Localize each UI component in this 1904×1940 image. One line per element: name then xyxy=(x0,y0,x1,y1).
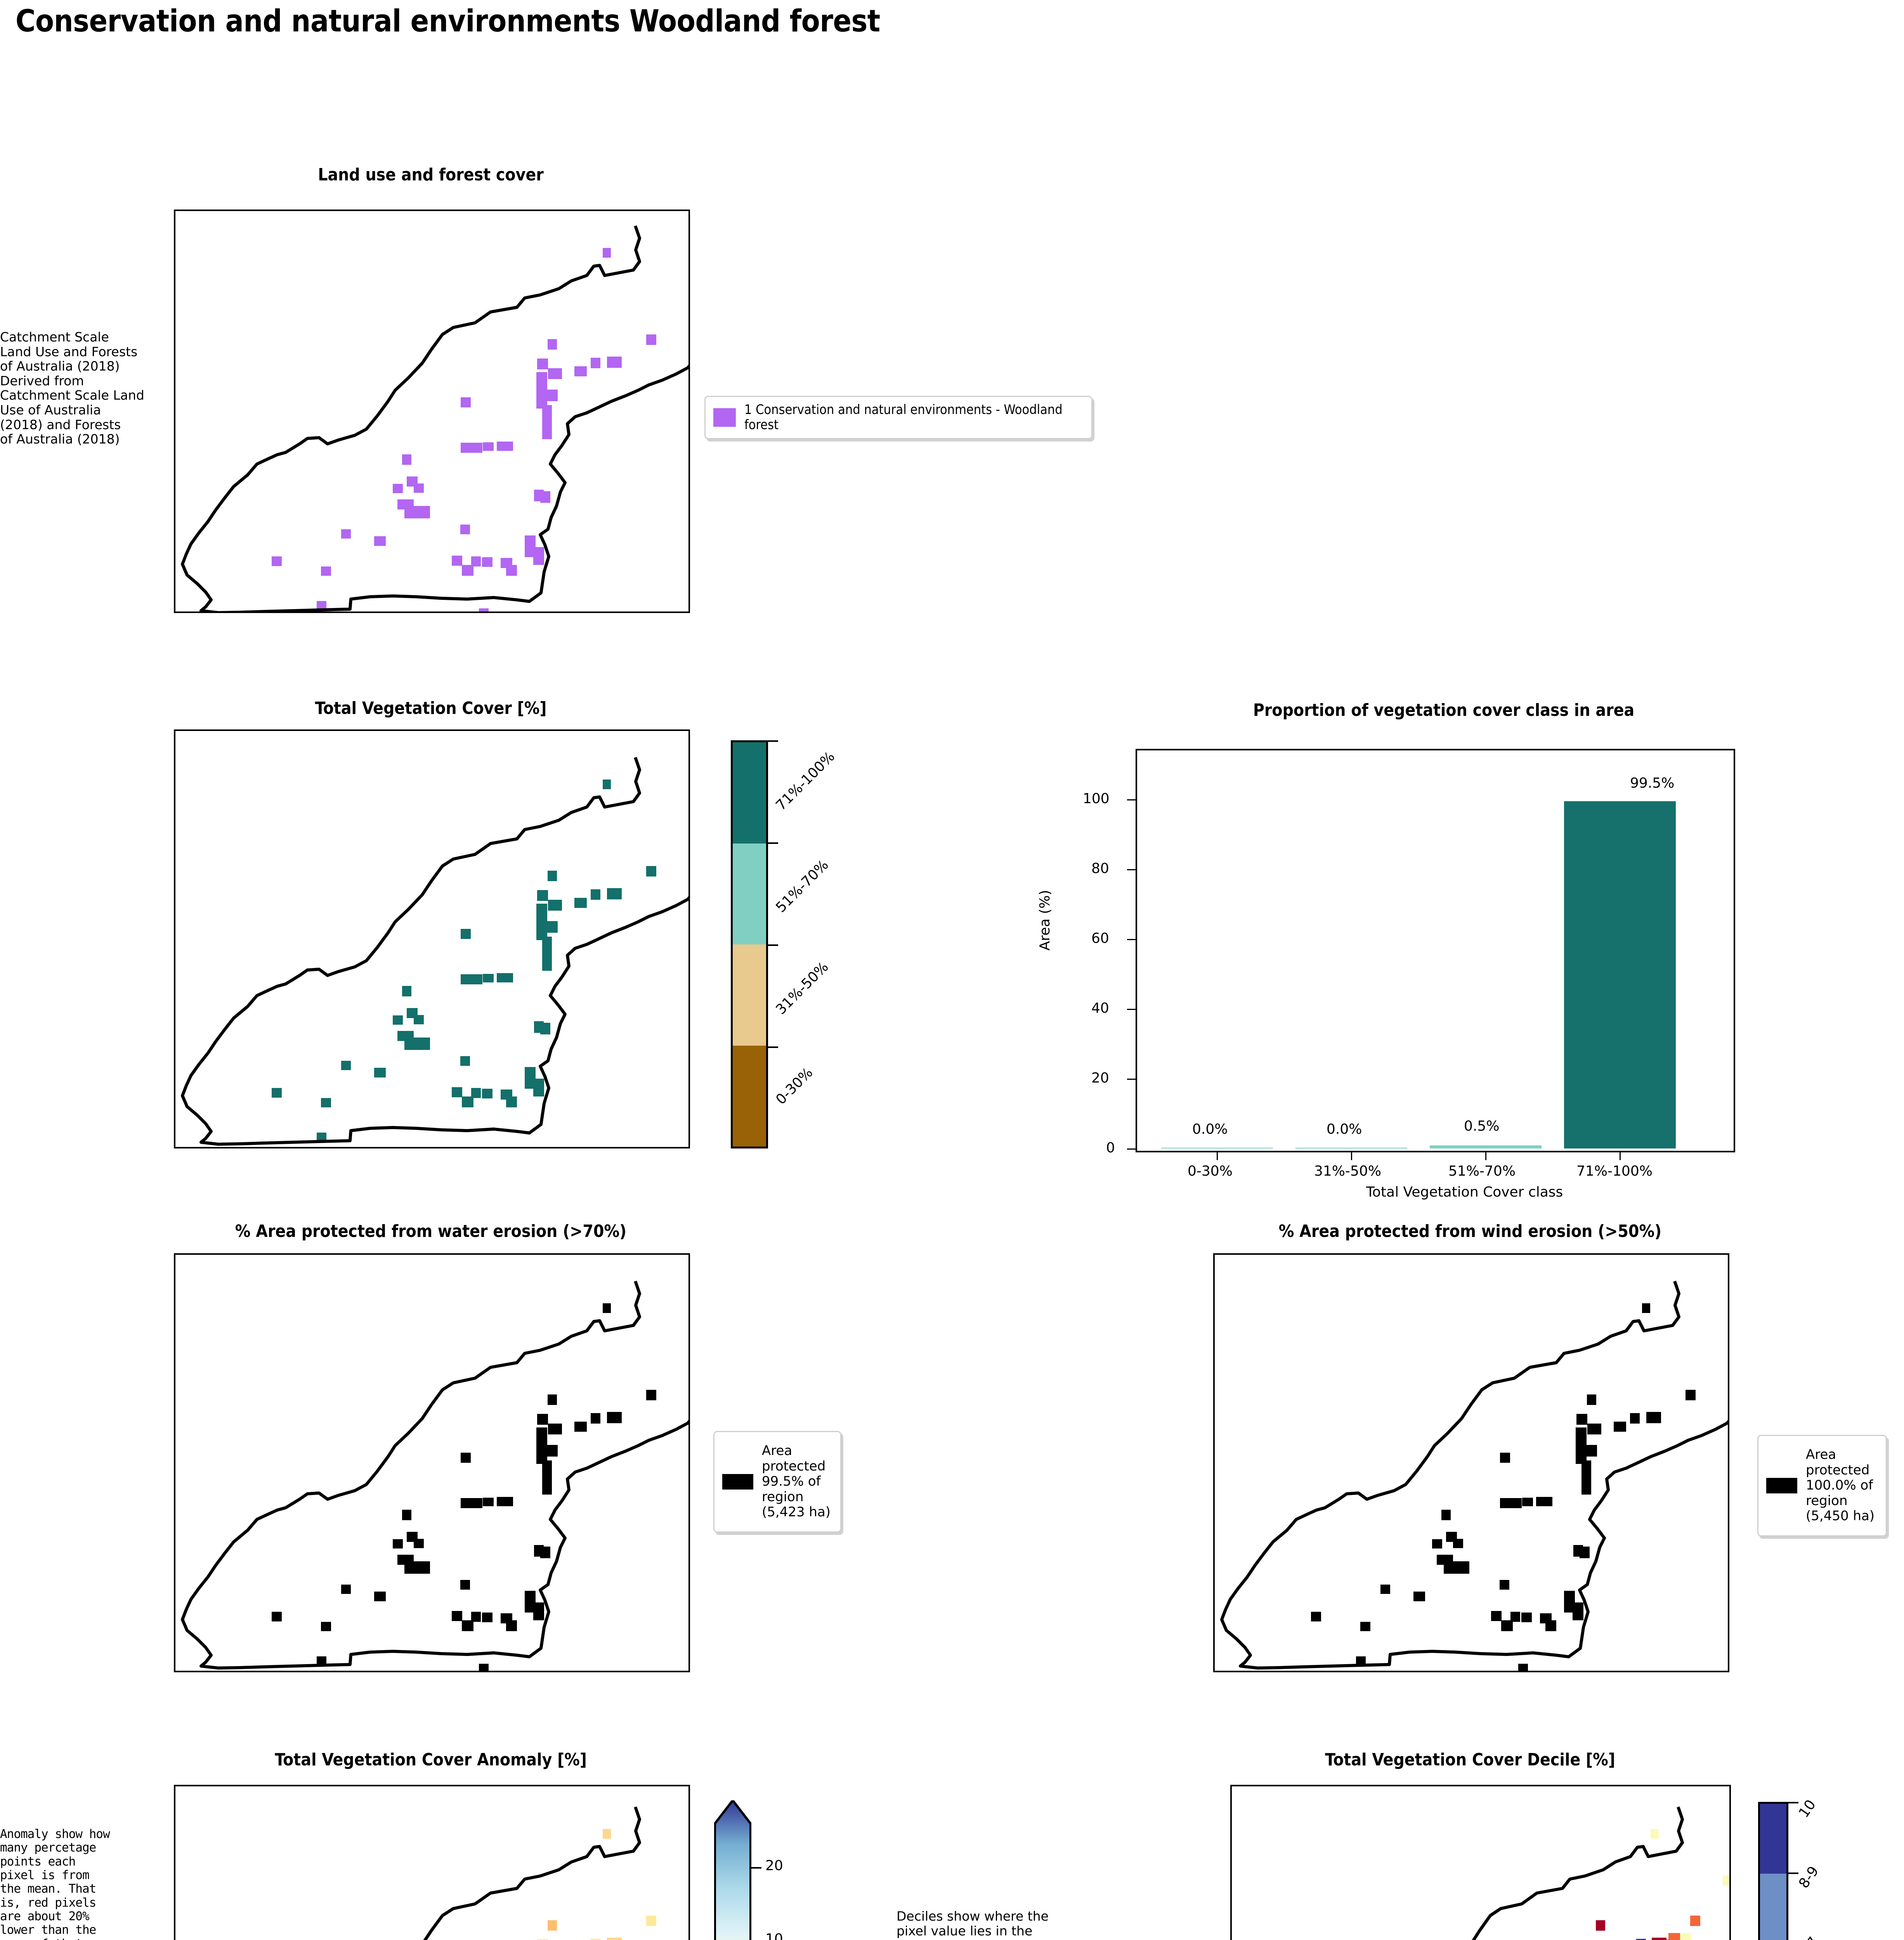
page-title: Conservation and natural environments Wo… xyxy=(16,4,880,39)
land-use-legend: 1 Conservation and natural environments … xyxy=(704,396,1092,439)
veg-cover-colorbar xyxy=(731,740,768,1148)
bar-y-label-40: 40 xyxy=(1091,1000,1109,1016)
veg-cb-label-3: 0-30% xyxy=(773,1065,816,1108)
bar-y-tick-60 xyxy=(1127,939,1136,940)
decile-cb-label-89: 8-9 xyxy=(1796,1863,1822,1892)
veg-cb-label-0: 71%-100% xyxy=(773,748,838,814)
veg-cover-map xyxy=(174,729,690,1148)
land-use-pixels xyxy=(272,248,656,611)
catchment-boundary xyxy=(181,1280,688,1670)
anomaly-map xyxy=(174,1785,690,1940)
bar-value-label-0: 0.0% xyxy=(1192,1121,1228,1137)
bar-y-tick-80 xyxy=(1127,869,1136,870)
decile-pixels xyxy=(1596,1829,1729,1940)
decile-cb-label-47: 4-7 xyxy=(1796,1934,1822,1940)
wind-erosion-map-svg xyxy=(1220,1280,1728,1671)
bar-x-label-0: 0-30% xyxy=(1188,1163,1233,1179)
bar-x-label-2: 51%-70% xyxy=(1448,1163,1516,1179)
wind-erosion-panel-title: % Area protected from wind erosion (>50%… xyxy=(1278,1221,1662,1241)
decile-cb-seg-10 xyxy=(1760,1804,1786,1874)
wind-erosion-map xyxy=(1213,1253,1729,1672)
bar-x-tick-1 xyxy=(1351,1151,1352,1160)
decile-cb-tick-0 xyxy=(1788,1802,1798,1803)
anomaly-cb-label-10: 10 xyxy=(765,1931,783,1940)
decile-map xyxy=(1230,1785,1731,1940)
water-erosion-legend: Area protected 99.5% of region (5,423 ha… xyxy=(713,1431,841,1533)
water-erosion-map xyxy=(174,1253,690,1672)
decile-cb-seg-89 xyxy=(1760,1874,1786,1940)
bar-x-tick-2 xyxy=(1485,1151,1486,1160)
bar-y-label-20: 20 xyxy=(1091,1070,1109,1086)
veg-cb-tick-1 xyxy=(768,842,778,844)
bar-y-label-60: 60 xyxy=(1091,930,1109,946)
water-erosion-panel-title: % Area protected from water erosion (>70… xyxy=(235,1221,627,1241)
land-use-legend-swatch xyxy=(713,408,736,427)
decile-note: Deciles show where the pixel value lies … xyxy=(897,1909,1049,1940)
land-use-map-svg xyxy=(181,225,688,611)
bar-y-axis-title: Area (%) xyxy=(1037,890,1053,951)
veg-cb-tick-3 xyxy=(768,1046,778,1048)
bar-y-tick-40 xyxy=(1127,1009,1136,1010)
land-use-source-note: Catchment Scale Land Use and Forests of … xyxy=(0,329,144,447)
veg-cb-tick-2 xyxy=(768,944,778,946)
water-erosion-legend-swatch xyxy=(722,1474,753,1490)
wind-erosion-legend-label: Area protected 100.0% of region (5,450 h… xyxy=(1806,1447,1875,1524)
bar-value-label-1: 0.0% xyxy=(1327,1121,1362,1137)
catchment-boundary xyxy=(181,757,688,1146)
bar-y-label-80: 80 xyxy=(1091,861,1109,876)
wind-erosion-pixels xyxy=(1311,1303,1696,1671)
bar-x-label-1: 31%-50% xyxy=(1314,1163,1382,1179)
bar-x-tick-0 xyxy=(1217,1151,1218,1160)
bar-value-label-2: 0.5% xyxy=(1464,1118,1500,1134)
veg-cover-pixels xyxy=(272,779,656,1143)
anomaly-panel-title: Total Vegetation Cover Anomaly [%] xyxy=(274,1750,587,1770)
bar-3 xyxy=(1564,801,1676,1148)
anomaly-colorbar-svg xyxy=(714,1798,752,1940)
catchment-boundary xyxy=(1472,1806,1684,1940)
veg-cb-tick-0 xyxy=(768,740,778,742)
water-erosion-legend-label: Area protected 99.5% of region (5,423 ha… xyxy=(762,1443,831,1520)
water-erosion-pixels xyxy=(272,1303,656,1671)
bar-x-tick-3 xyxy=(1620,1151,1621,1160)
decile-cb-tick-1 xyxy=(1788,1872,1798,1874)
anomaly-cb-label-20: 20 xyxy=(765,1858,783,1874)
anomaly-pixels xyxy=(537,1829,656,1940)
catchment-boundary xyxy=(423,1806,641,1940)
veg-cb-label-1: 51%-70% xyxy=(773,857,832,916)
bar-x-axis-title: Total Vegetation Cover class xyxy=(1366,1184,1563,1200)
catchment-boundary xyxy=(1220,1280,1728,1670)
bar-y-tick-0 xyxy=(1127,1148,1136,1150)
decile-map-svg xyxy=(1472,1806,1729,1940)
veg-cb-label-2: 31%-50% xyxy=(773,959,832,1018)
bar-y-label-0: 0 xyxy=(1106,1140,1115,1156)
bar-y-label-100: 100 xyxy=(1083,791,1110,807)
decile-cb-label-10: 10 xyxy=(1796,1797,1819,1821)
decile-colorbar xyxy=(1758,1802,1788,1940)
bar-x-label-3: 71%-100% xyxy=(1576,1163,1653,1179)
bar-2 xyxy=(1430,1145,1542,1148)
decile-panel-title: Total Vegetation Cover Decile [%] xyxy=(1325,1750,1615,1770)
bar-value-label-3: 99.5% xyxy=(1630,775,1675,791)
wind-erosion-legend-swatch xyxy=(1766,1478,1797,1493)
bar-y-tick-20 xyxy=(1127,1079,1136,1080)
bar-y-tick-100 xyxy=(1127,799,1136,800)
land-use-legend-label: 1 Conservation and natural environments … xyxy=(744,402,1063,433)
land-use-map xyxy=(174,210,690,613)
anomaly-map-svg xyxy=(423,1806,656,1940)
bar-chart-title: Proportion of vegetation cover class in … xyxy=(1253,700,1635,720)
veg-cover-panel-title: Total Vegetation Cover [%] xyxy=(315,698,547,718)
wind-erosion-legend: Area protected 100.0% of region (5,450 h… xyxy=(1757,1435,1887,1536)
anomaly-cb-tick-20 xyxy=(751,1867,761,1869)
anomaly-colorbar xyxy=(714,1798,752,1940)
anomaly-note: Anomaly show how many percetage points e… xyxy=(0,1827,110,1940)
water-erosion-map-svg xyxy=(181,1280,688,1671)
veg-cover-map-svg xyxy=(181,757,688,1146)
land-use-panel-title: Land use and forest cover xyxy=(318,165,544,185)
catchment-boundary xyxy=(181,225,688,611)
